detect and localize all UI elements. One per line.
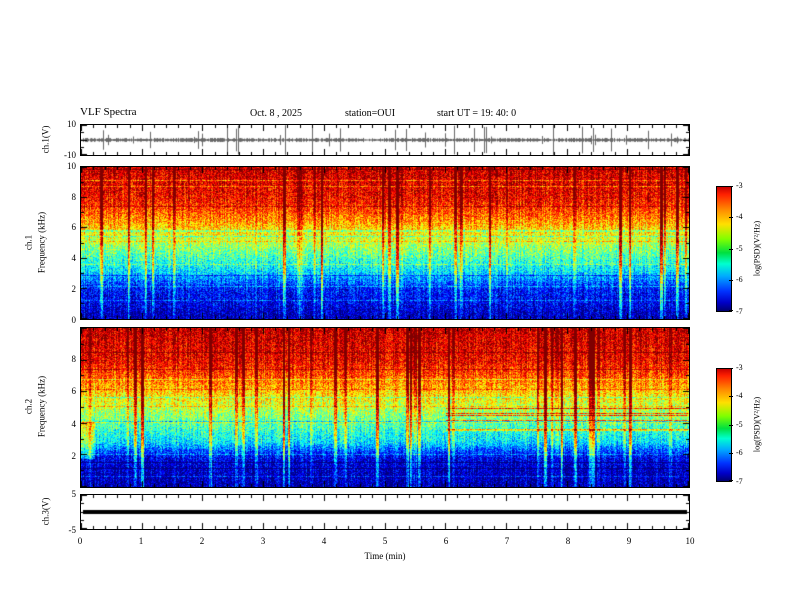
- colorbar-tick: [729, 217, 733, 218]
- ch2-spec-ytick: 4: [52, 419, 76, 430]
- x-tick-label: 10: [679, 536, 701, 547]
- date-label: Oct. 8 , 2025: [250, 108, 302, 119]
- colorbar-tick: [729, 368, 733, 369]
- colorbar-tick: [729, 453, 733, 454]
- colorbar-tick: [729, 425, 733, 426]
- colorbar2-title: log(PSD)(V²/Hz): [752, 365, 763, 485]
- ch1-spectrogram-canvas: [81, 167, 689, 319]
- ch2-spec-channel-label: ch.2: [24, 347, 35, 467]
- ch2-spec-ytick: 8: [52, 354, 76, 365]
- x-tick-label: 8: [557, 536, 579, 547]
- ch1-spec-ytick: 2: [52, 284, 76, 295]
- colorbar-tick: [729, 396, 733, 397]
- ch1-wave-ylabel: ch.1(V): [41, 80, 52, 200]
- x-tick-label: 9: [618, 536, 640, 547]
- colorbar-tick: [729, 186, 733, 187]
- ch3-wave-ymax-label: 5: [52, 489, 76, 500]
- ch1-waveform-panel: [80, 124, 690, 156]
- colorbar-tick: [729, 280, 733, 281]
- ch1-spec-ytick: 4: [52, 253, 76, 264]
- station-label: station=OUI: [345, 108, 395, 119]
- colorbar2-tick-label: -6: [736, 448, 743, 458]
- ch3-wave-ylabel: ch.3(V): [41, 452, 52, 572]
- ch1-spec-ytick: 10: [52, 161, 76, 172]
- ch3-wave-ymin-label: -5: [52, 525, 76, 536]
- ch1-spec-ytick: 8: [52, 192, 76, 203]
- x-tick-label: 2: [191, 536, 213, 547]
- colorbar1-tick-label: -6: [736, 275, 743, 285]
- ch2-spectrogram-panel: [80, 327, 690, 488]
- ch1-spec-ytick: 6: [52, 222, 76, 233]
- colorbar1-tick-label: -3: [736, 181, 743, 191]
- colorbar1-tick-label: -7: [736, 307, 743, 317]
- ch1-spec-ytick: 0: [52, 315, 76, 326]
- colorbar1-tick-label: -5: [736, 244, 743, 254]
- ch3-waveform-canvas: [81, 495, 689, 529]
- ch1-spec-channel-label: ch.1: [24, 183, 35, 303]
- ch1-spectrogram-panel: [80, 166, 690, 320]
- colorbar2-tick-label: -3: [736, 363, 743, 373]
- ch3-waveform-panel: [80, 494, 690, 530]
- start-ut-label: start UT = 19: 40: 0: [437, 108, 516, 119]
- x-tick-label: 6: [435, 536, 457, 547]
- ch1-wave-ymin-label: -10: [52, 150, 76, 161]
- vlf-spectra-figure: VLF Spectra Oct. 8 , 2025 station=OUI st…: [0, 0, 792, 612]
- figure-title: VLF Spectra: [80, 106, 137, 118]
- ch2-spec-ytick: 6: [52, 386, 76, 397]
- x-axis-title: Time (min): [330, 551, 440, 561]
- ch2-spec-ylabel: Frequency (kHz): [37, 347, 48, 467]
- x-tick-label: 1: [130, 536, 152, 547]
- colorbar1-tick-label: -4: [736, 212, 743, 222]
- x-tick-label: 7: [496, 536, 518, 547]
- ch1-waveform-canvas: [81, 125, 689, 155]
- colorbar-tick: [729, 310, 733, 311]
- x-tick-label: 3: [252, 536, 274, 547]
- colorbar1-title: log(PSD)(V²/Hz): [752, 189, 763, 309]
- ch2-spec-ytick: 2: [52, 451, 76, 462]
- x-tick-label: 0: [69, 536, 91, 547]
- ch1-spec-ylabel: Frequency (kHz): [37, 183, 48, 303]
- ch1-wave-ymax-label: 10: [52, 119, 76, 130]
- colorbar2-tick-label: -5: [736, 420, 743, 430]
- colorbar-tick: [729, 480, 733, 481]
- colorbar-tick: [729, 249, 733, 250]
- colorbar2-tick-label: -4: [736, 391, 743, 401]
- colorbar2-tick-label: -7: [736, 477, 743, 487]
- x-tick-label: 4: [313, 536, 335, 547]
- ch2-spectrogram-canvas: [81, 328, 689, 487]
- x-tick-label: 5: [374, 536, 396, 547]
